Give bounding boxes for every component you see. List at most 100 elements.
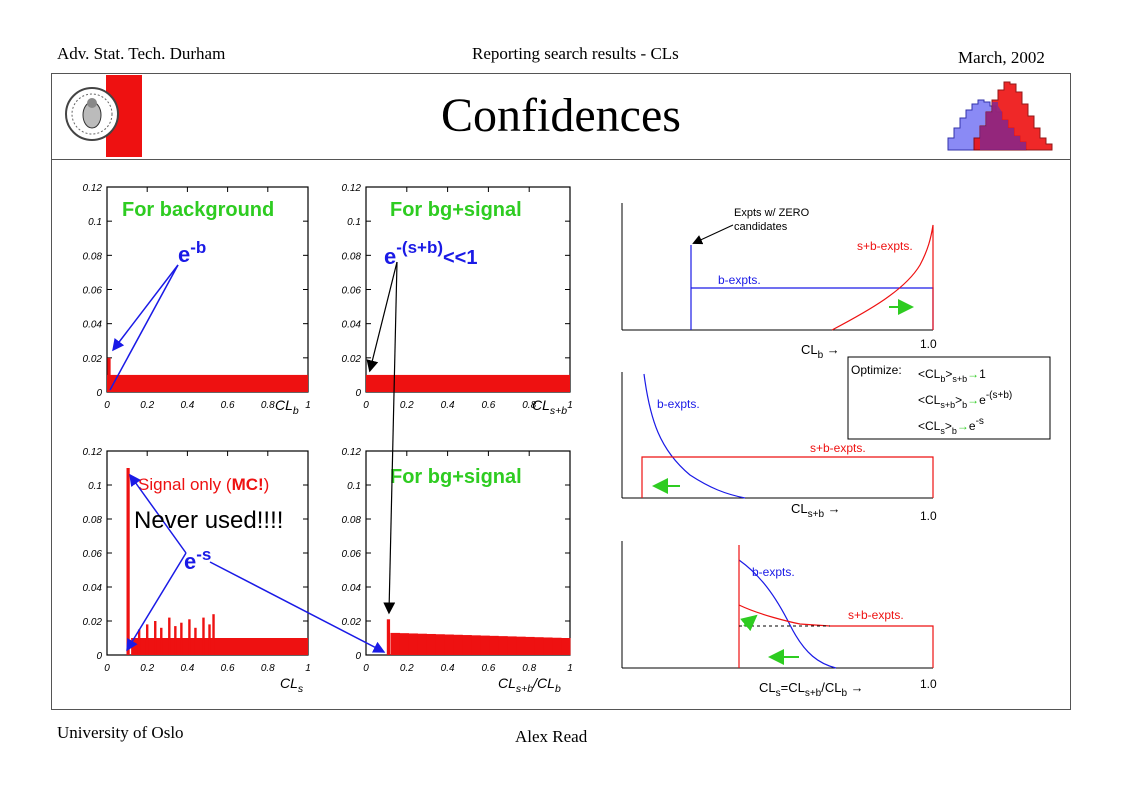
x-tick-label: 1 bbox=[305, 663, 311, 674]
sketch-x-label: CLs=CLs+b/CLb → bbox=[759, 680, 864, 699]
x-tick-label: 0 bbox=[363, 400, 369, 411]
hist-bin bbox=[471, 635, 481, 655]
sketch-x-label: CLb → bbox=[801, 342, 840, 361]
y-tick-label: 0.06 bbox=[83, 286, 103, 297]
header-left: Adv. Stat. Tech. Durham bbox=[57, 44, 226, 63]
hist-bin bbox=[180, 622, 183, 655]
y-tick-label: 0.1 bbox=[88, 481, 102, 492]
y-tick-label: 0.08 bbox=[83, 515, 103, 526]
x-tick-label: 0.6 bbox=[481, 400, 495, 411]
x-tick-label: 1 bbox=[305, 400, 311, 411]
label-e-minus-sb: e-(s+b)<<1 bbox=[384, 238, 477, 269]
x-tick-label: 1 bbox=[567, 663, 573, 674]
arrow-e-minus-sb bbox=[366, 261, 398, 373]
hist-bin bbox=[145, 624, 149, 655]
arrow-e-minus-b bbox=[109, 264, 179, 391]
y-tick-label: 0.02 bbox=[342, 617, 362, 628]
optimize-box bbox=[847, 356, 1051, 440]
sketch-x-label: CLs+b → bbox=[791, 501, 841, 520]
arrow-e-minus-s bbox=[126, 552, 187, 652]
panel-title: For background bbox=[122, 199, 274, 221]
x-tick-label: 0.8 bbox=[522, 663, 536, 674]
x-tick-label: 0.8 bbox=[522, 400, 536, 411]
optimize-line-3: <CLs>b→e-s bbox=[918, 416, 984, 436]
hist-bin bbox=[543, 637, 553, 655]
hist-bin bbox=[107, 357, 111, 392]
hist-bin bbox=[137, 629, 141, 655]
arrow-e-minus-s bbox=[129, 473, 187, 554]
sketch-sb-label: s+b-expts. bbox=[857, 239, 913, 253]
y-tick-label: 0.06 bbox=[342, 549, 362, 560]
footer-university: University of Oslo bbox=[57, 723, 184, 742]
callout-line-2: candidates bbox=[734, 221, 788, 233]
hist-bin bbox=[408, 633, 418, 655]
hist-bin bbox=[462, 635, 472, 655]
panel-title: For bg+signal bbox=[390, 466, 522, 488]
hist-bin bbox=[507, 636, 517, 655]
y-tick-label: 0.1 bbox=[347, 481, 361, 492]
hist-bin bbox=[386, 619, 391, 655]
x-axis-label: CLs bbox=[280, 675, 304, 695]
hist-bin bbox=[417, 633, 427, 655]
header-date: March, 2002 bbox=[958, 48, 1045, 67]
x-tick-label: 0.4 bbox=[180, 663, 194, 674]
optimize-line-2: <CLs+b>b→e-(s+b) bbox=[918, 390, 1012, 410]
x-tick-label: 0.4 bbox=[441, 400, 455, 411]
hist-bin bbox=[107, 374, 308, 392]
callout-arrow bbox=[692, 224, 734, 245]
callout-line-1: Expts w/ ZERO bbox=[734, 207, 810, 219]
x-tick-label: 0.6 bbox=[481, 663, 495, 674]
slide-frame bbox=[51, 73, 1071, 710]
x-tick-label: 0.8 bbox=[261, 663, 275, 674]
hist-bin bbox=[525, 636, 535, 655]
optimize-line-1: <CLb>s+b→1 bbox=[918, 367, 986, 384]
y-tick-label: 0.12 bbox=[83, 447, 103, 458]
b-expts-curve bbox=[738, 559, 837, 669]
y-tick-label: 0.12 bbox=[342, 183, 362, 194]
arrow-e-minus-b bbox=[112, 264, 179, 352]
y-tick-label: 0.12 bbox=[342, 447, 362, 458]
hist-bin bbox=[480, 635, 490, 655]
sketch-b-label: b-expts. bbox=[718, 273, 761, 287]
x-tick-label: 1 bbox=[567, 400, 573, 411]
x-tick-label: 0 bbox=[363, 663, 369, 674]
s-b-expts-flat bbox=[830, 625, 934, 668]
hist-bin bbox=[552, 637, 562, 655]
x-axis-label: CLs+b/CLb bbox=[498, 675, 561, 695]
arrow-e-minus-sb bbox=[383, 261, 398, 615]
university-seal-icon bbox=[65, 75, 142, 157]
sketch-x-end: 1.0 bbox=[920, 677, 937, 691]
sketch-sb-label: s+b-expts. bbox=[810, 441, 866, 455]
y-tick-label: 0.1 bbox=[347, 217, 361, 228]
header-center: Reporting search results - CLs bbox=[472, 44, 679, 63]
b-expts-curve bbox=[643, 373, 746, 499]
label-e-minus-b: e-b bbox=[178, 238, 206, 267]
hist-bin bbox=[489, 635, 499, 655]
x-tick-label: 0 bbox=[104, 400, 110, 411]
y-tick-label: 0.1 bbox=[88, 217, 102, 228]
hist-bin bbox=[435, 634, 445, 655]
hist-bin bbox=[366, 374, 570, 392]
y-tick-label: 0.08 bbox=[83, 251, 103, 262]
hist-bin bbox=[126, 468, 130, 655]
hist-bin bbox=[516, 636, 526, 655]
hist-bin bbox=[202, 617, 205, 655]
sketch-x-end: 1.0 bbox=[920, 509, 937, 523]
y-tick-label: 0 bbox=[96, 388, 102, 399]
hist-bin bbox=[453, 634, 463, 655]
hist-bin bbox=[160, 627, 163, 655]
hist-bin bbox=[168, 617, 171, 655]
x-tick-label: 0 bbox=[104, 663, 110, 674]
hist-bin bbox=[194, 627, 197, 655]
panel-title: For bg+signal bbox=[390, 199, 522, 221]
b-expts-flat bbox=[691, 287, 934, 330]
x-tick-label: 0.6 bbox=[221, 663, 235, 674]
never-used-note: Never used!!!! bbox=[134, 507, 283, 534]
footer-author: Alex Read bbox=[515, 727, 588, 746]
hist-bin bbox=[154, 621, 157, 655]
hist-bin bbox=[188, 619, 191, 655]
hist-bin bbox=[131, 638, 308, 655]
x-tick-label: 0.6 bbox=[221, 400, 235, 411]
y-tick-label: 0.06 bbox=[342, 286, 362, 297]
x-tick-label: 0.2 bbox=[140, 663, 154, 674]
